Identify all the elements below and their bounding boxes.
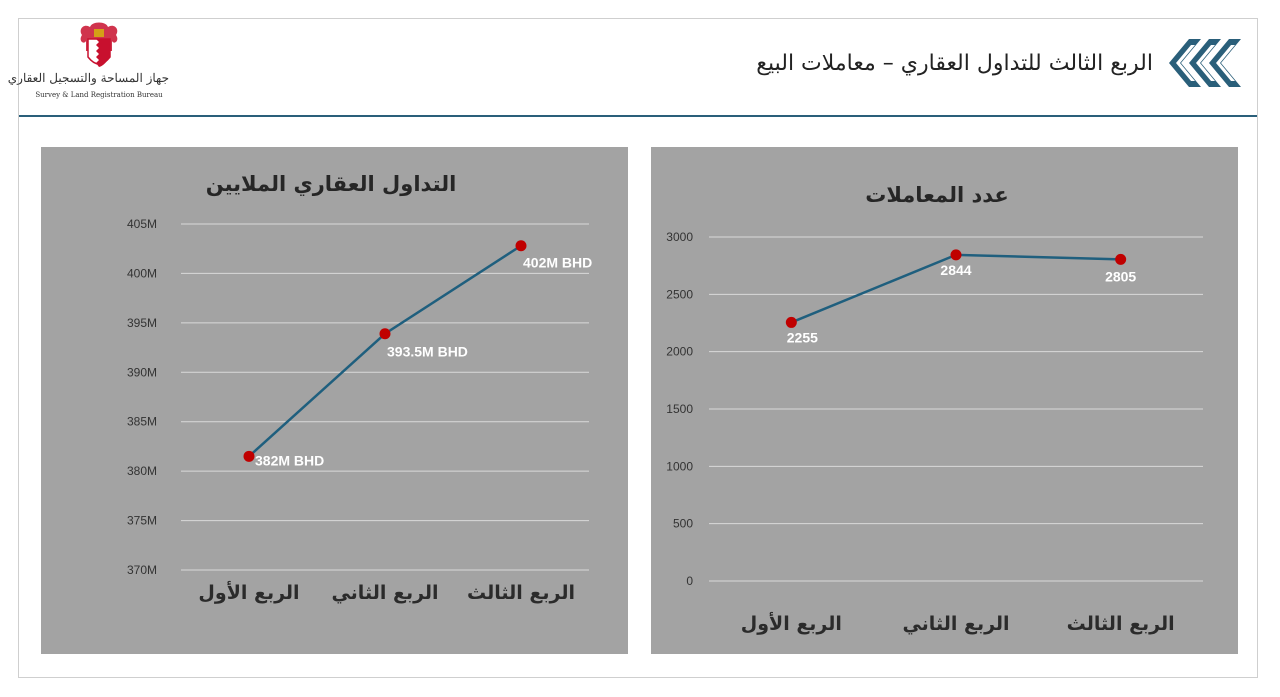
y-tick-label: 405M (127, 217, 157, 231)
slide: جهاز المساحة والتسجيل العقاري Survey & L… (7, 18, 1258, 678)
y-tick-label: 375M (127, 514, 157, 528)
y-tick-label: 500 (673, 517, 693, 531)
header-divider (19, 115, 1257, 117)
y-tick-label: 385M (127, 415, 157, 429)
data-label: 2255 (787, 329, 818, 345)
slide-title: الربع الثالث للتداول العقاري – معاملات ا… (756, 50, 1153, 76)
data-point (950, 249, 962, 261)
y-tick-label: 1500 (666, 402, 693, 416)
y-tick-label: 0 (686, 574, 693, 588)
y-tick-label: 2000 (666, 345, 693, 359)
chart-title: عدد المعاملات (865, 183, 1009, 207)
bahrain-emblem-icon (80, 22, 118, 67)
y-tick-label: 390M (127, 365, 157, 379)
data-label: 382M BHD (255, 452, 324, 468)
x-tick-label: الربع الأول (198, 581, 299, 604)
data-label: 402M BHD (523, 255, 592, 271)
triple-chevron-icon (1169, 39, 1241, 87)
trading-value-chart-svg: التداول العقاري الملايين 370M 375M 380M 385M… (127, 172, 592, 604)
transactions-count-chart: عدد المعاملات 0 500 1000 1500 2000 2500 3000 الر… (651, 147, 1238, 654)
x-tick-label: الربع الثاني (902, 613, 1009, 635)
y-tick-label: 2500 (666, 287, 693, 301)
data-label: 2805 (1105, 268, 1136, 284)
data-point (1115, 253, 1127, 265)
x-tick-label: الربع الثالث (1067, 613, 1175, 635)
data-point (243, 450, 255, 462)
y-tick-label: 1000 (666, 459, 693, 473)
bureau-logo: جهاز المساحة والتسجيل العقاري Survey & L… (7, 21, 169, 111)
x-tick-label: الربع الثالث (467, 582, 575, 604)
x-tick-label: الربع الثاني (331, 582, 438, 604)
data-point (379, 328, 391, 340)
slide-header: جهاز المساحة والتسجيل العقاري Survey & L… (7, 19, 1257, 117)
y-tick-label: 3000 (666, 230, 693, 244)
y-tick-label: 395M (127, 316, 157, 330)
chart-title: التداول العقاري الملايين (206, 172, 457, 197)
transactions-count-chart-svg: عدد المعاملات 0 500 1000 1500 2000 2500 3000 الر… (666, 183, 1203, 635)
logo-english-text: Survey & Land Registration Bureau (35, 91, 163, 99)
data-point (515, 240, 527, 252)
y-tick-label: 370M (127, 563, 157, 577)
y-tick-label: 380M (127, 464, 157, 478)
trading-value-chart: التداول العقاري الملايين 370M 375M 380M 385M… (41, 147, 628, 654)
series-line (248, 244, 522, 458)
title-area: الربع الثالث للتداول العقاري – معاملات ا… (756, 33, 1245, 93)
logo-arabic-text: جهاز المساحة والتسجيل العقاري (7, 71, 169, 85)
data-point (785, 316, 797, 328)
x-tick-label: الربع الأول (741, 612, 842, 635)
data-label: 2844 (940, 262, 971, 278)
y-tick-label: 400M (127, 266, 157, 280)
data-label: 393.5M BHD (387, 344, 468, 360)
